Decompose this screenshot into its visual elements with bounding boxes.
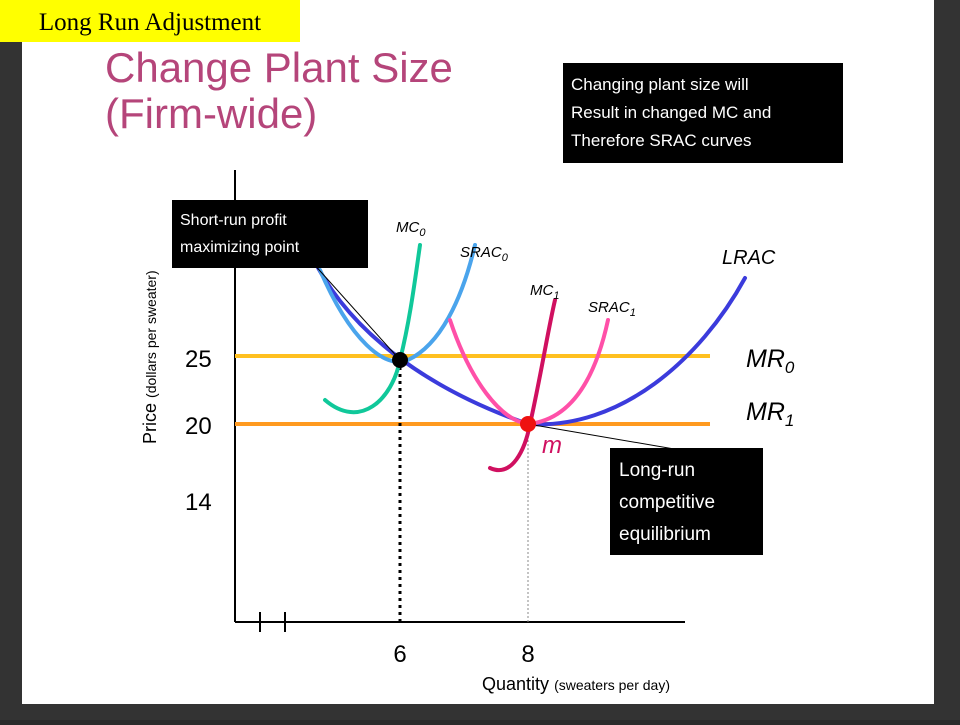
callout-text: Result in changed MC and (571, 103, 771, 122)
callout-text: Long-run (619, 460, 695, 481)
curve-label: MR0 (746, 345, 795, 377)
callout-box (610, 448, 763, 555)
x-tick-label: 8 (521, 641, 534, 668)
curve-label: MC0 (396, 219, 426, 239)
long-run-point (520, 416, 536, 432)
y-axis-label: Price (dollars per sweater) (140, 270, 160, 444)
point-label: m (542, 432, 562, 459)
curve-label: SRAC0 (460, 244, 509, 264)
short-run-point (392, 352, 408, 368)
title: (Firm-wide) (105, 90, 317, 137)
y-tick-label: 14 (185, 489, 212, 516)
banner: Long Run Adjustment (39, 9, 261, 36)
curve-label: SRAC1 (588, 299, 636, 319)
callout-box (563, 63, 843, 163)
callout-text: competitive (619, 492, 715, 513)
y-tick-label: 25 (185, 346, 212, 373)
callout-text: maximizing point (180, 239, 300, 256)
callout-text: equilibrium (619, 524, 711, 545)
callout-text: Therefore SRAC curves (571, 131, 751, 150)
callout-text: Changing plant size will (571, 75, 749, 94)
banner-box (0, 0, 300, 42)
curve-label: MR1 (746, 398, 794, 430)
curve-label: MC1 (530, 282, 559, 302)
x-axis-label: Quantity (sweaters per day) (482, 674, 670, 694)
x-tick-label: 6 (393, 641, 406, 668)
callout-box (172, 200, 368, 268)
callout-text: Short-run profit (180, 212, 287, 229)
curve-label: LRAC (722, 247, 776, 269)
leader-line (311, 261, 401, 361)
title: Change Plant Size (105, 44, 453, 91)
leader-line (527, 423, 681, 451)
y-tick-label: 20 (185, 413, 212, 440)
